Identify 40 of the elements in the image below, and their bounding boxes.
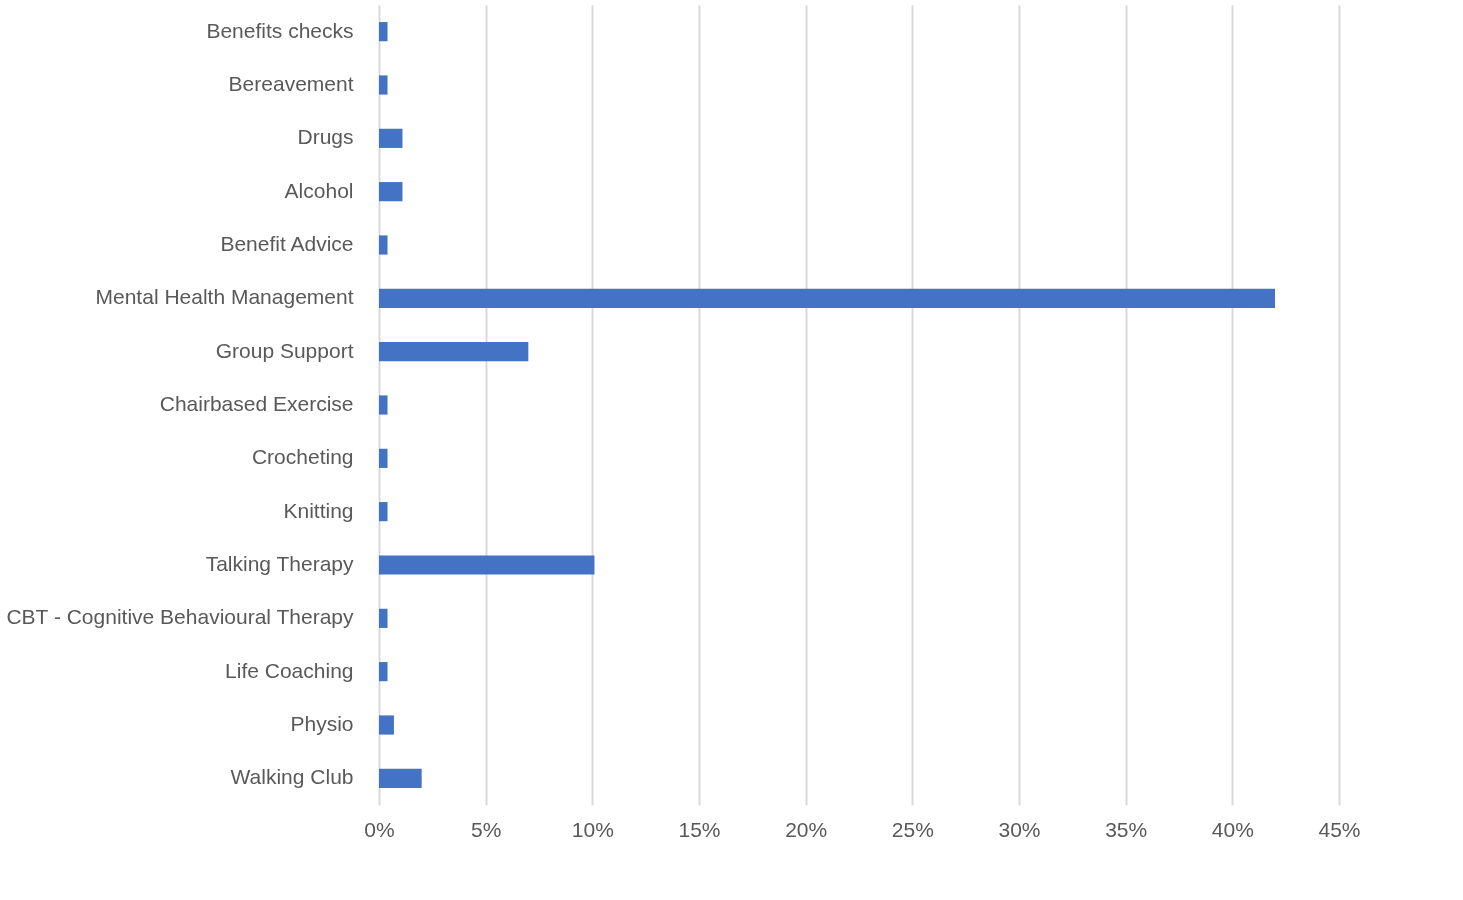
bar: [379, 448, 388, 468]
bar: [379, 555, 595, 575]
y-tick-label: Alcohol: [284, 178, 354, 202]
y-tick-label: Physio: [290, 712, 354, 735]
y-tick-label: Bereavement: [228, 72, 354, 95]
bar: [379, 715, 394, 735]
x-tick-label: 20%: [785, 817, 828, 841]
y-tick-label: Crocheting: [251, 445, 354, 469]
bar: [379, 235, 388, 255]
y-tick-label: Benefit Advice: [220, 232, 354, 255]
x-tick-label: 45%: [1318, 817, 1361, 841]
y-tick-label: Drugs: [297, 125, 354, 149]
bar: [379, 288, 1275, 308]
bar: [379, 75, 388, 95]
bar: [379, 608, 388, 628]
bar: [379, 128, 403, 148]
x-tick-label: 5%: [470, 817, 502, 841]
y-tick-label: Life Coaching: [225, 658, 354, 682]
y-tick-label: Knitting: [283, 498, 354, 522]
y-tick-label: CBT - Cognitive Behavioural Therapy: [6, 605, 354, 629]
y-tick-label: Group Support: [215, 338, 354, 362]
x-tick-label: 15%: [678, 817, 721, 841]
x-tick-label: 25%: [891, 817, 934, 841]
bar: [379, 22, 388, 42]
x-tick-label: 35%: [1105, 817, 1148, 841]
bar: [379, 342, 529, 362]
y-tick-label: Benefits checks: [206, 18, 354, 42]
y-tick-label: Walking Club: [230, 765, 354, 789]
y-tick-label: Chairbased Exercise: [159, 392, 354, 415]
bar: [379, 395, 388, 415]
bar: [379, 182, 403, 202]
x-tick-label: 0%: [364, 817, 395, 841]
y-tick-label: Mental Health Management: [95, 285, 354, 309]
x-tick-label: 30%: [998, 817, 1041, 841]
x-tick-label: 10%: [571, 817, 614, 841]
bar: [379, 662, 388, 682]
bar: [379, 502, 388, 522]
bar: [379, 768, 422, 788]
y-tick-label: Talking Therapy: [205, 552, 354, 575]
x-tick-label: 40%: [1211, 817, 1254, 841]
